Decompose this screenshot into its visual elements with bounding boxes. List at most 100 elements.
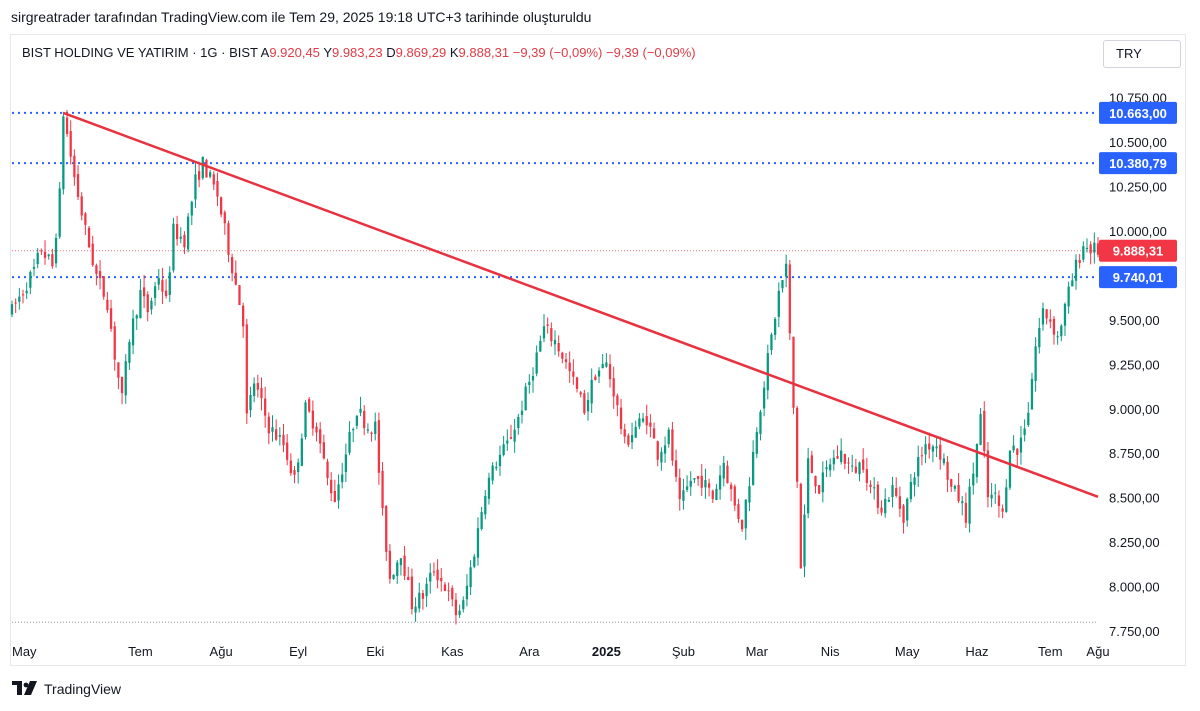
- candle: [352, 427, 355, 443]
- level-price-tag-text: 10.663,00: [1109, 106, 1167, 121]
- candle: [95, 263, 98, 286]
- candle-body: [388, 550, 392, 579]
- candle: [568, 351, 571, 383]
- x-tick-label: Tem: [1038, 644, 1063, 659]
- candle-body: [146, 294, 149, 313]
- candle-body: [707, 483, 711, 488]
- candle-body: [862, 459, 865, 470]
- candle: [663, 436, 667, 463]
- candle: [832, 449, 835, 471]
- candle: [201, 156, 204, 180]
- candle: [950, 478, 953, 492]
- candle-body: [762, 387, 766, 409]
- candle: [825, 460, 828, 477]
- candle-body: [326, 461, 329, 479]
- candle: [124, 354, 127, 404]
- candle-body: [858, 462, 861, 475]
- candle-body: [260, 388, 263, 399]
- candle-body: [1041, 308, 1045, 325]
- candle-body: [330, 479, 333, 494]
- candle: [755, 427, 758, 458]
- candle: [355, 414, 359, 430]
- tradingview-footer[interactable]: TradingView: [12, 680, 121, 698]
- candle-body: [175, 224, 179, 240]
- candle-body: [315, 426, 318, 433]
- candle: [245, 318, 248, 425]
- candle: [818, 484, 821, 495]
- candle-body: [832, 457, 835, 465]
- candle-body: [645, 416, 648, 426]
- candle: [131, 309, 135, 355]
- candle-body: [84, 213, 87, 225]
- candle: [275, 419, 278, 441]
- symbol-title: BIST HOLDING VE YATIRIM · 1G · BIST: [22, 45, 258, 60]
- candle-body: [700, 475, 703, 488]
- candle: [572, 359, 575, 385]
- candle: [1060, 324, 1063, 342]
- candle-body: [1089, 244, 1092, 254]
- candle: [704, 468, 707, 499]
- candle-body: [601, 363, 604, 369]
- candle-body: [344, 454, 348, 473]
- candle: [865, 457, 868, 491]
- candle-body: [1056, 336, 1059, 338]
- candle-body: [1074, 259, 1078, 281]
- candle: [29, 270, 32, 295]
- candle-body: [484, 495, 487, 515]
- candle: [341, 462, 344, 489]
- candle: [135, 314, 138, 330]
- candle: [762, 381, 766, 417]
- candle: [715, 483, 718, 501]
- candle: [682, 478, 685, 510]
- candle-body: [267, 416, 270, 434]
- candle: [10, 300, 14, 318]
- x-axis: May Tem Ağu Eyl Eki Kas Ara 2025 Şub Mar Nis May Haz…: [12, 644, 1110, 659]
- candle-body: [509, 437, 513, 439]
- candle: [997, 490, 1001, 518]
- candle: [87, 225, 91, 249]
- symbol-legend[interactable]: BIST HOLDING VE YATIRIM · 1G · BIST A9.9…: [22, 45, 696, 60]
- candle: [535, 345, 538, 377]
- candle: [161, 267, 164, 305]
- level-price-tag-box: [1099, 266, 1177, 289]
- x-tick-label: Tem: [128, 644, 153, 659]
- candle-body: [87, 227, 91, 248]
- candle-body: [29, 271, 32, 288]
- candle-body: [14, 302, 17, 304]
- level-price-tag-text: 9.740,01: [1113, 270, 1164, 285]
- candle-body: [814, 475, 817, 487]
- candle: [146, 291, 149, 322]
- candle: [792, 336, 795, 415]
- candle: [939, 436, 942, 470]
- chart-caption: sirgreatrader tarafından TradingView.com…: [11, 9, 592, 25]
- low-value: D9.869,29: [386, 45, 447, 60]
- candle: [671, 421, 674, 466]
- candle-body: [821, 472, 824, 493]
- candle: [14, 298, 17, 313]
- candle-body: [722, 463, 725, 479]
- candle: [102, 275, 105, 300]
- candle-body: [381, 470, 384, 509]
- candle-body: [594, 376, 597, 381]
- candle: [840, 438, 843, 465]
- candle: [557, 335, 560, 357]
- candle-body: [62, 116, 65, 190]
- candle-body: [597, 370, 601, 377]
- candle: [315, 422, 318, 442]
- x-tick-label: Ağu: [1086, 644, 1109, 659]
- candle: [711, 489, 714, 503]
- level-price-tag-text: 10.380,79: [1109, 156, 1167, 171]
- candle-body: [480, 511, 483, 529]
- candle-body: [979, 414, 982, 446]
- candle-body: [54, 237, 58, 264]
- candle: [480, 507, 483, 531]
- candle: [770, 332, 773, 355]
- candle: [1001, 504, 1004, 519]
- candle: [172, 217, 175, 273]
- candle: [821, 461, 824, 503]
- currency-selector[interactable]: TRY: [1103, 40, 1181, 68]
- candle: [43, 240, 47, 265]
- candle-body: [539, 340, 542, 352]
- candle: [1012, 435, 1015, 453]
